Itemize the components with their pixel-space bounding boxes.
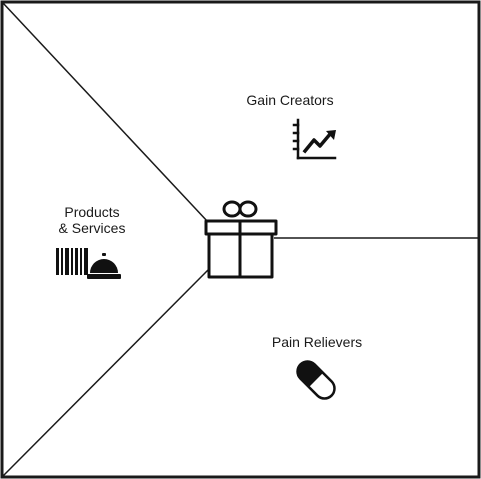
gain-creators-label: Gain Creators — [246, 92, 334, 108]
pain-relievers-label: Pain Relievers — [271, 334, 363, 350]
products-services-label-line2: & Services — [58, 220, 126, 236]
growth-chart-icon — [292, 118, 337, 160]
service-bell-icon — [87, 253, 121, 279]
divider-bottom-diagonal — [2, 269, 209, 477]
products-services-label-line1: Products — [64, 204, 120, 220]
gift-box-icon — [204, 200, 278, 279]
divider-top-diagonal — [2, 2, 209, 223]
barcode-icon — [56, 248, 88, 275]
products-services-label: Products & Services — [30, 204, 154, 236]
